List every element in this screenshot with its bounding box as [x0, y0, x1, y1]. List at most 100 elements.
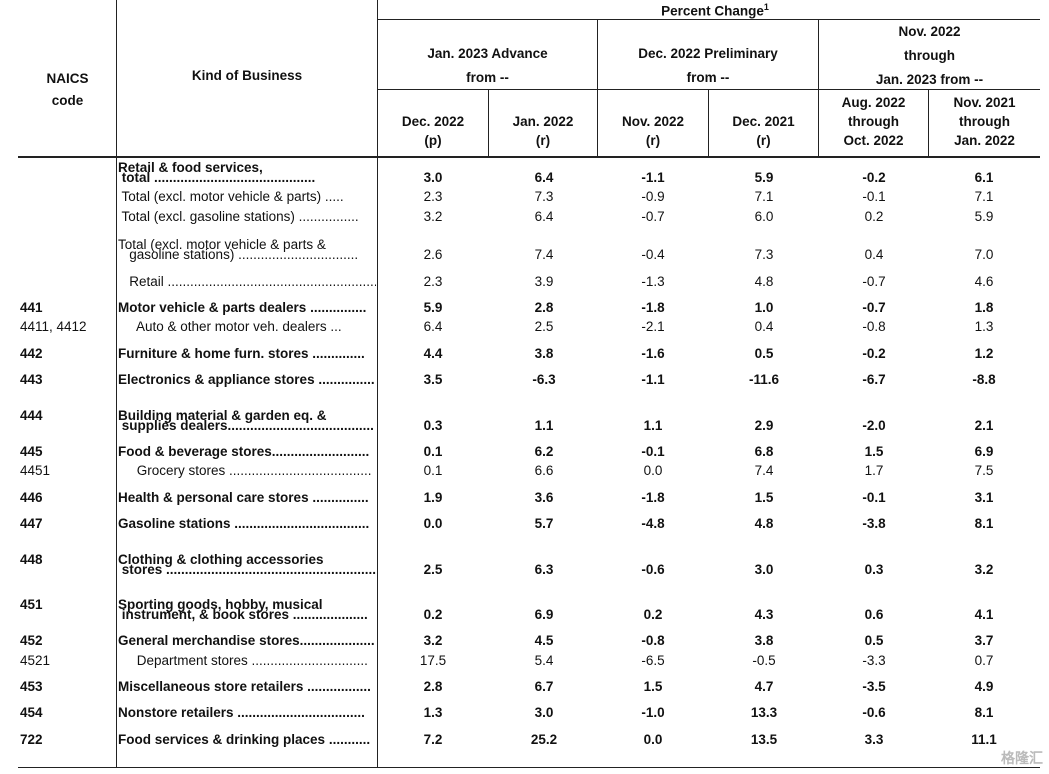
percent-change-value: -0.4	[641, 247, 665, 262]
rule-percent-change	[377, 19, 1040, 20]
percent-change-value: 1.1	[534, 418, 554, 433]
percent-change-value: 4.8	[754, 516, 774, 531]
percent-change-value: 17.5	[419, 653, 447, 668]
percent-change-value: 2.8	[534, 300, 554, 315]
table-row: 454 Nonstore retailers ..................…	[0, 703, 1049, 723]
percent-change-value: -0.1	[862, 189, 886, 204]
percent-change-value: -0.6	[641, 562, 665, 577]
kind-of-business-label: Grocery stores .........................…	[118, 463, 372, 478]
percent-change-value: 0.5	[754, 346, 774, 361]
naics-code: 448	[20, 552, 43, 567]
naics-code: 451	[20, 597, 43, 612]
percent-change-value: 1.5	[754, 490, 774, 505]
naics-code: 445	[20, 444, 43, 459]
percent-change-value: -0.6	[862, 705, 886, 720]
percent-change-value: 13.5	[750, 732, 778, 747]
percent-change-value: 7.0	[974, 247, 994, 262]
percent-change-value: -0.1	[641, 444, 665, 459]
percent-change-value: -0.1	[862, 490, 886, 505]
percent-change-value: 7.4	[754, 463, 774, 478]
percent-change-value: 5.7	[534, 516, 554, 531]
divider-group1	[597, 20, 598, 156]
naics-code: 4411, 4412	[20, 319, 87, 334]
kind-of-business-label: Food & beverage stores..................…	[118, 444, 370, 459]
percent-change-value: 2.3	[423, 189, 443, 204]
divider-col3	[708, 90, 709, 156]
watermark: 格隆汇	[1001, 750, 1043, 766]
percent-change-value: 0.4	[754, 319, 774, 334]
divider-naics	[116, 0, 117, 768]
percent-change-value: -2.1	[641, 319, 665, 334]
percent-change-value: 3.5	[423, 372, 443, 387]
percent-change-value: -1.6	[641, 346, 665, 361]
percent-change-value: 0.5	[864, 633, 884, 648]
table-row-label-line: Total (excl. motor vehicle & parts &	[0, 235, 1049, 255]
kind-of-business-label: Sporting goods, hobby, musical	[118, 597, 323, 612]
percent-change-value: 1.2	[974, 346, 994, 361]
naics-code: 454	[20, 705, 43, 720]
table-row: 442 Furniture & home furn. stores .......…	[0, 344, 1049, 364]
table-row: 452 General merchandise stores...........…	[0, 631, 1049, 651]
percent-change-value: 8.1	[974, 705, 994, 720]
table-row: 4411, 4412 Auto & other motor veh. deale…	[0, 317, 1049, 337]
percent-change-value: 8.1	[974, 516, 994, 531]
percent-change-value: -8.8	[972, 372, 996, 387]
naics-code: 446	[20, 490, 43, 505]
percent-change-value: 3.0	[534, 705, 554, 720]
percent-change-value: 2.8	[423, 679, 443, 694]
col-header-nov2021-jan2022: Nov. 2021 through Jan. 2022	[953, 95, 1016, 148]
percent-change-value: 4.3	[754, 607, 774, 622]
percent-change-value: -1.8	[641, 300, 665, 315]
kind-of-business-label: supplies dealers........................…	[118, 418, 374, 433]
percent-change-value: 4.4	[423, 346, 443, 361]
percent-change-value: 4.7	[754, 679, 774, 694]
percent-change-value: -1.0	[641, 705, 665, 720]
percent-change-value: 5.9	[423, 300, 443, 315]
percent-change-value: 3.9	[534, 274, 554, 289]
percent-change-value: -0.5	[752, 653, 776, 668]
table-row-label-line: Building material & garden eq. & 444	[0, 406, 1049, 426]
percent-change-value: 4.6	[974, 274, 994, 289]
group-header-dec2022: Dec. 2022 Preliminary from --	[638, 46, 778, 85]
percent-change-value: 1.7	[864, 463, 884, 478]
kind-of-business-label: instrument, & book stores ..............…	[118, 607, 368, 622]
percent-change-value: 2.6	[423, 247, 443, 262]
table-row: 453 Miscellaneous store retailers .......…	[0, 677, 1049, 697]
percent-change-value: 6.3	[534, 562, 554, 577]
percent-change-value: 3.2	[974, 562, 994, 577]
percent-change-value: 1.3	[974, 319, 994, 334]
percent-change-value: 6.1	[974, 170, 994, 185]
percent-change-value: 3.2	[423, 633, 443, 648]
percent-change-value: 0.7	[974, 653, 994, 668]
table-row-label-line: Retail & food services,	[0, 158, 1049, 178]
percent-change-value: -0.7	[641, 209, 665, 224]
group-header-nov2022-jan2023: Nov. 2022 through Jan. 2023 from --	[875, 24, 984, 87]
naics-code: 441	[20, 300, 43, 315]
percent-change-value: 0.1	[423, 444, 443, 459]
col-header-dec2022: Dec. 2022 (p)	[401, 114, 465, 148]
kind-of-business-label: Total (excl. motor vehicle & parts) ....…	[118, 189, 344, 204]
kind-of-business-label: Furniture & home furn. stores ..........…	[118, 346, 365, 361]
percent-change-value: 1.8	[974, 300, 994, 315]
percent-change-value: 0.2	[643, 607, 663, 622]
naics-code: 4521	[20, 653, 51, 668]
percent-change-value: 4.8	[754, 274, 774, 289]
table-row: gasoline stations) .....................…	[0, 245, 1049, 265]
kind-of-business-label: Department stores ......................…	[118, 653, 368, 668]
percent-change-value: 6.0	[754, 209, 774, 224]
percent-change-value: 0.1	[423, 463, 443, 478]
divider-col5	[928, 90, 929, 156]
col-header-dec2021: Dec. 2021 (r)	[732, 114, 795, 148]
percent-change-value: 2.9	[754, 418, 774, 433]
percent-change-value: -2.0	[862, 418, 886, 433]
kind-of-business-label: gasoline stations) .....................…	[118, 247, 359, 262]
table-row: 4451 Grocery stores ....................…	[0, 461, 1049, 481]
percent-change-value: 3.7	[974, 633, 994, 648]
percent-change-value: -1.1	[641, 170, 665, 185]
percent-change-value: -6.5	[641, 653, 665, 668]
percent-change-value: 7.4	[534, 247, 554, 262]
kind-of-business-label: Miscellaneous store retailers ..........…	[118, 679, 371, 694]
percent-change-value: 0.3	[423, 418, 443, 433]
percent-change-value: 1.5	[643, 679, 663, 694]
percent-change-value: 6.4	[534, 170, 554, 185]
